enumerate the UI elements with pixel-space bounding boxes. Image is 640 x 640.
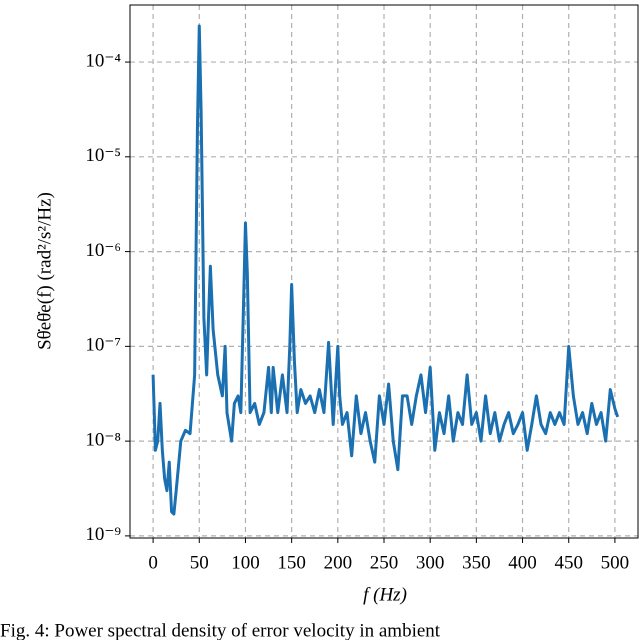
y-tick-label: 10⁻⁷ [85,335,121,356]
x-tick-label: 200 [324,552,353,573]
y-tick-label: 10⁻⁸ [85,429,121,450]
x-tick-label: 450 [554,552,583,573]
y-tick-label: 10⁻⁴ [85,50,121,71]
x-axis-label: f (Hz) [363,584,407,605]
x-tick-label: 0 [148,552,158,573]
x-tick-label: 250 [370,552,399,573]
x-tick-label: 150 [277,552,306,573]
x-tick-label: 400 [508,552,537,573]
y-axis-label: Sθ̇eθ̇e(f) (rad²/s²/Hz) [34,192,55,350]
y-tick-label: 10⁻⁹ [85,524,121,545]
x-tick-label: 300 [416,552,445,573]
y-tick-label: 10⁻⁶ [85,240,121,261]
x-tick-label: 500 [601,552,630,573]
x-tick-label: 100 [231,552,260,573]
psd-line [151,24,620,516]
plot-frame [129,4,639,539]
y-tick-label: 10⁻⁵ [85,145,121,166]
caption: Fig. 4: Power spectral density of error … [0,620,441,640]
x-tick-label: 350 [462,552,491,573]
x-tick-label: 50 [190,552,209,573]
